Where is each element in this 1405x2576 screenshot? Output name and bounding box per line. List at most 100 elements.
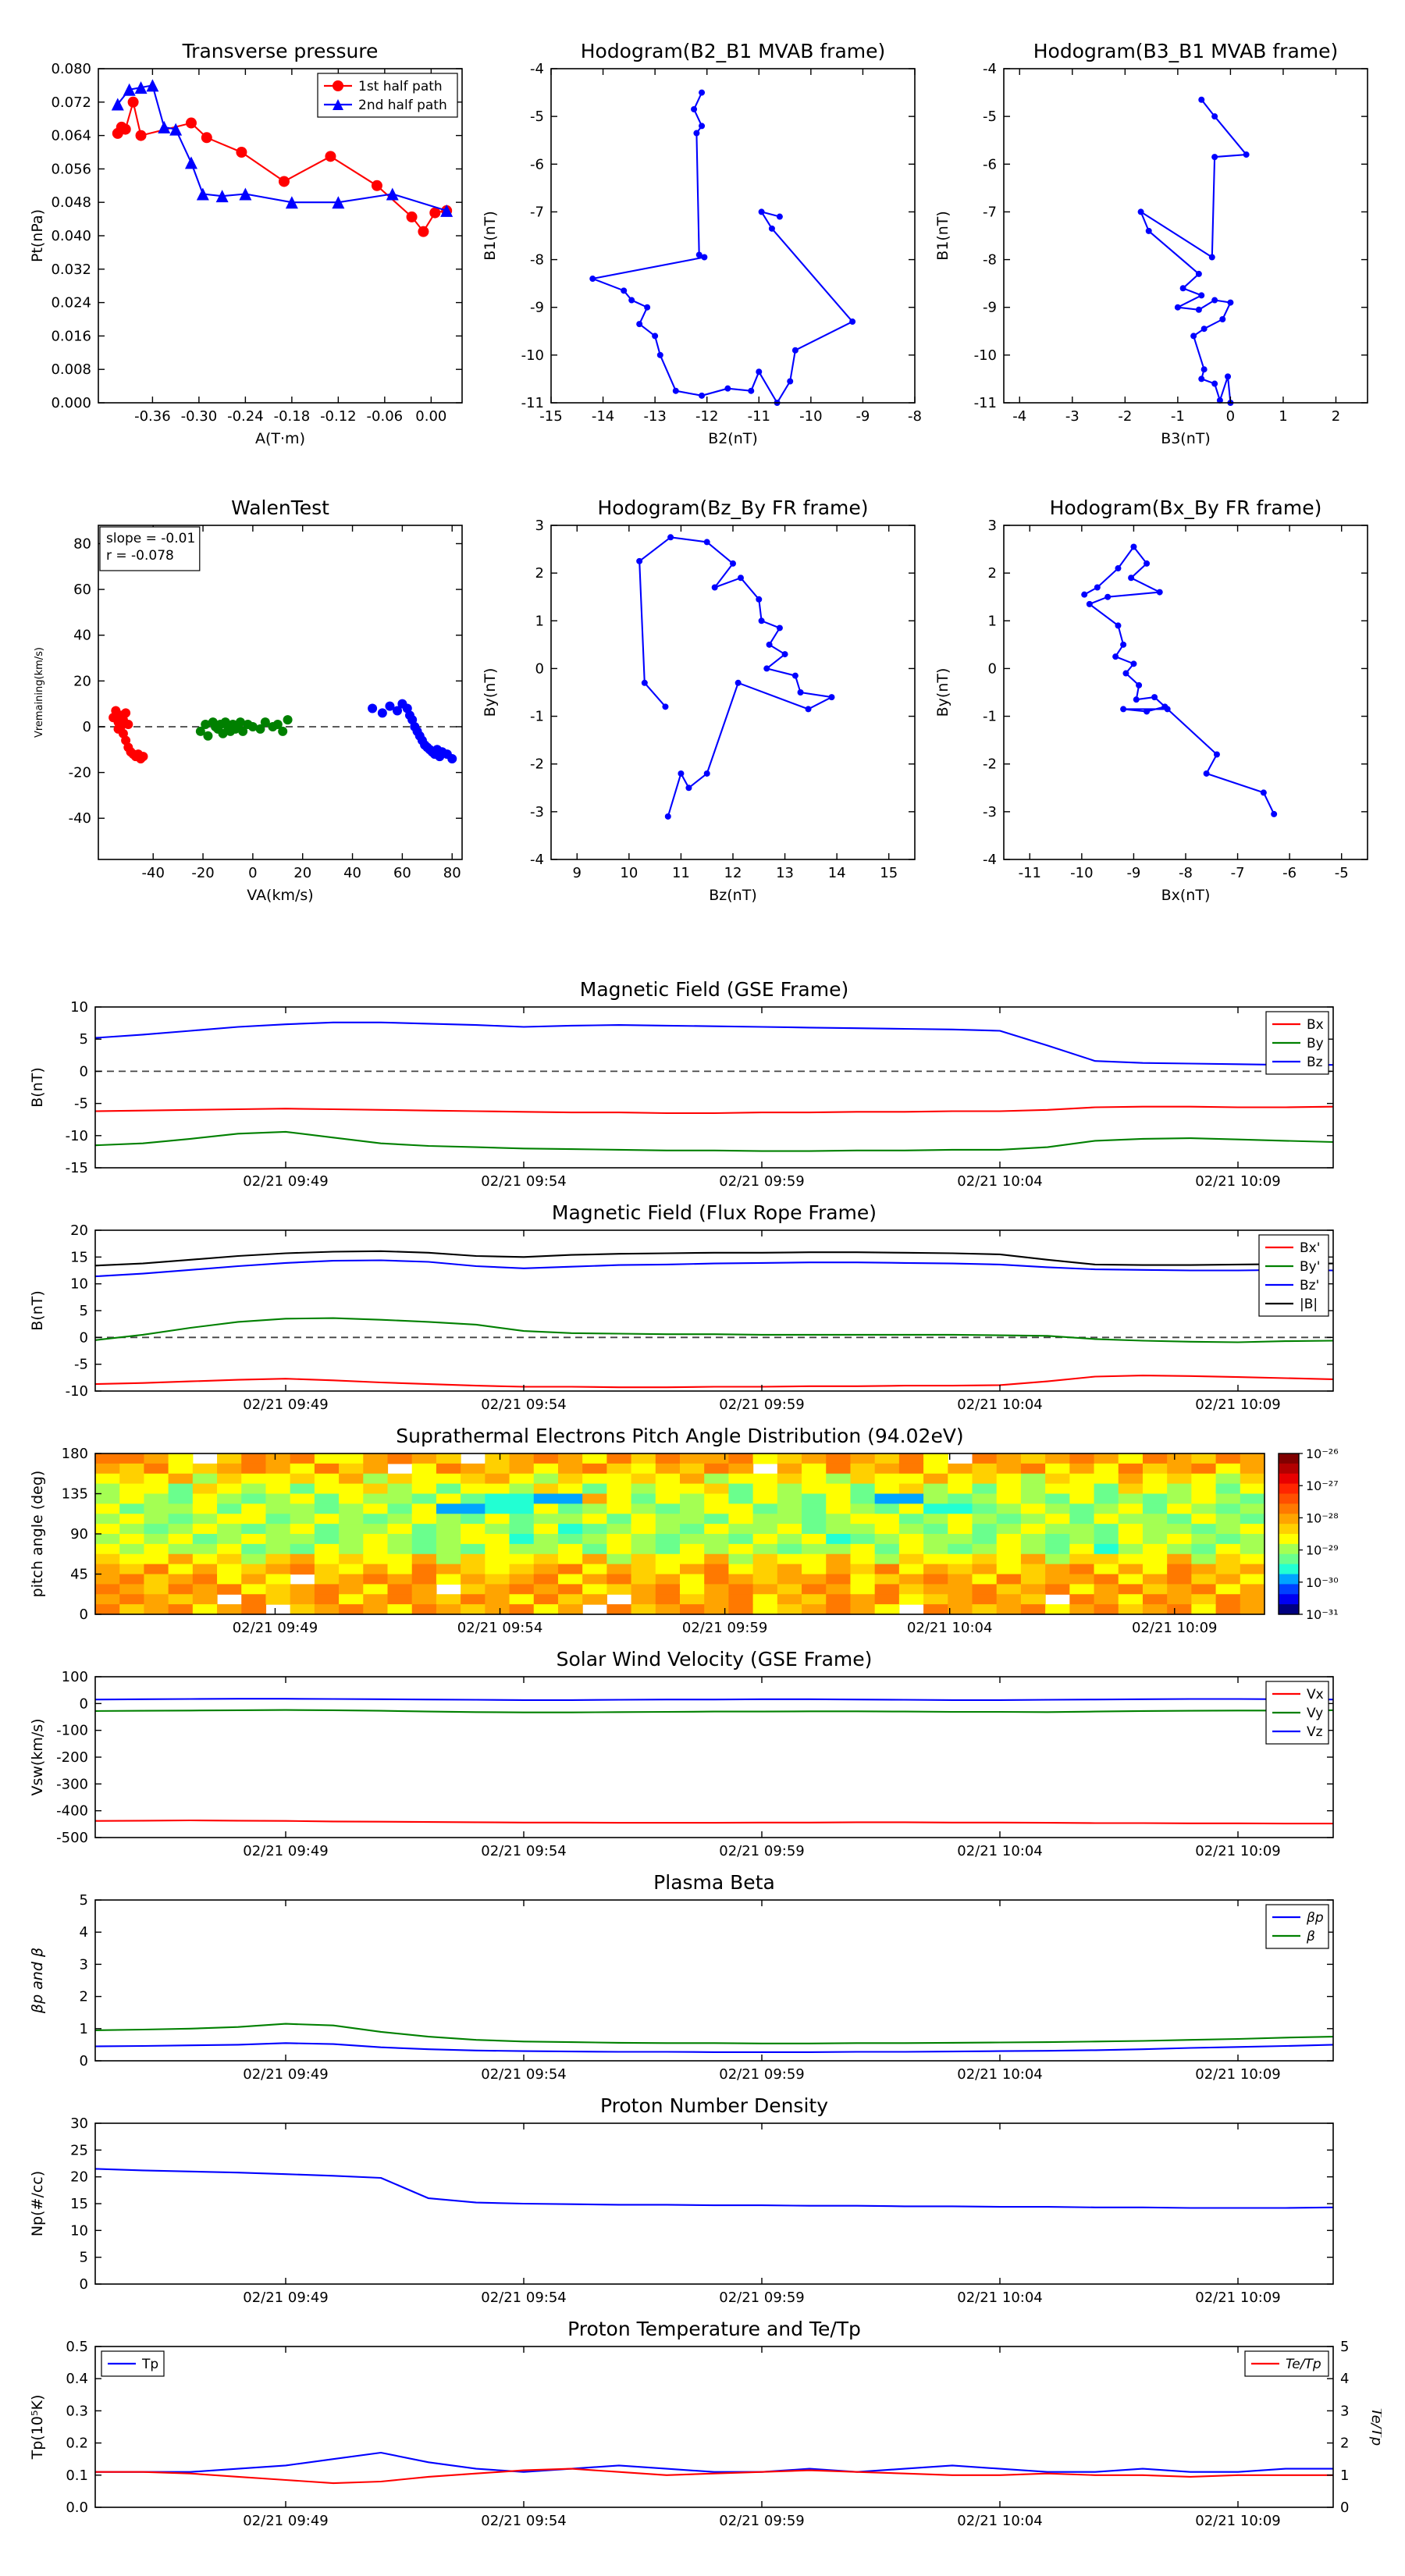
svg-text:0.024: 0.024 [51, 295, 91, 311]
svg-text:02/21 10:09: 02/21 10:09 [1132, 1620, 1217, 1636]
svg-text:-0.24: -0.24 [227, 408, 264, 425]
svg-text:02/21 10:09: 02/21 10:09 [1195, 1843, 1280, 1859]
svg-text:15: 15 [70, 1249, 88, 1265]
svg-text:Hodogram(B2_B1 MVAB frame): Hodogram(B2_B1 MVAB frame) [581, 40, 886, 62]
svg-text:Pt(nPa): Pt(nPa) [29, 209, 46, 262]
svg-text:-5: -5 [983, 109, 997, 125]
svg-text:-9: -9 [1126, 865, 1140, 881]
svg-text:-5: -5 [530, 109, 544, 125]
svg-text:Bz(nT): Bz(nT) [709, 887, 756, 904]
svg-text:12: 12 [724, 865, 742, 881]
svg-text:0.056: 0.056 [51, 161, 91, 177]
svg-text:-9: -9 [530, 300, 544, 316]
svg-text:-1: -1 [1171, 408, 1185, 425]
svg-text:-10: -10 [1070, 865, 1093, 881]
svg-text:0.00: 0.00 [415, 408, 446, 425]
svg-text:02/21 09:49: 02/21 09:49 [243, 1843, 328, 1859]
svg-text:9: 9 [573, 865, 582, 881]
svg-text:-7: -7 [1231, 865, 1245, 881]
svg-text:90: 90 [70, 1526, 88, 1542]
svg-text:-20: -20 [191, 865, 214, 881]
svg-text:20: 20 [73, 673, 91, 689]
svg-text:30: 30 [70, 2115, 88, 2132]
svg-text:-0.30: -0.30 [181, 408, 218, 425]
svg-text:B1(nT): B1(nT) [482, 211, 499, 261]
svg-text:02/21 09:49: 02/21 09:49 [233, 1620, 318, 1636]
svg-text:02/21 10:09: 02/21 10:09 [1195, 1173, 1280, 1190]
svg-text:02/21 10:04: 02/21 10:04 [957, 1843, 1042, 1859]
svg-text:02/21 10:09: 02/21 10:09 [1195, 1397, 1280, 1413]
svg-text:1: 1 [1279, 408, 1287, 425]
svg-text:5: 5 [80, 1031, 88, 1048]
svg-text:Bx(nT): Bx(nT) [1161, 887, 1211, 904]
svg-text:10⁻²⁸: 10⁻²⁸ [1306, 1510, 1339, 1525]
svg-text:0: 0 [1226, 408, 1235, 425]
svg-text:0: 0 [80, 1695, 88, 1712]
svg-text:1: 1 [1340, 2467, 1349, 2484]
svg-text:Hodogram(B3_B1 MVAB frame): Hodogram(B3_B1 MVAB frame) [1033, 40, 1339, 62]
svg-text:-11: -11 [1019, 865, 1041, 881]
svg-text:02/21 09:54: 02/21 09:54 [481, 2066, 566, 2083]
chart-solar-wind-velocity: 02/21 09:49 02/21 09:54 02/21 09:59 02/21 1… [29, 1648, 1334, 1859]
svg-text:pitch angle (deg): pitch angle (deg) [29, 1471, 46, 1598]
svg-text:80: 80 [443, 865, 461, 881]
svg-text:5: 5 [80, 1892, 88, 1909]
svg-text:02/21 10:04: 02/21 10:04 [957, 2066, 1042, 2083]
chart-plasma-beta: 02/21 09:49 02/21 09:54 02/21 09:59 02/21 1… [29, 1871, 1334, 2083]
svg-text:02/21 09:59: 02/21 09:59 [682, 1620, 767, 1636]
svg-text:10⁻²⁹: 10⁻²⁹ [1306, 1543, 1339, 1558]
svg-text:02/21 10:04: 02/21 10:04 [957, 1397, 1042, 1413]
svg-text:-11: -11 [748, 408, 770, 425]
svg-text:-15: -15 [66, 1160, 88, 1176]
svg-text:3: 3 [988, 518, 997, 534]
svg-text:02/21 09:54: 02/21 09:54 [481, 2290, 566, 2306]
svg-text:-0.36: -0.36 [134, 408, 171, 425]
svg-text:-1: -1 [983, 709, 997, 725]
svg-text:10⁻²⁶: 10⁻²⁶ [1306, 1446, 1339, 1461]
svg-text:02/21 09:49: 02/21 09:49 [243, 1173, 328, 1190]
svg-text:Hodogram(Bx_By FR frame): Hodogram(Bx_By FR frame) [1050, 496, 1322, 519]
svg-text:1: 1 [80, 2021, 88, 2037]
svg-text:14: 14 [828, 865, 846, 881]
svg-text:02/21 10:04: 02/21 10:04 [957, 2513, 1042, 2529]
svg-text:-1: -1 [530, 709, 544, 725]
svg-text:02/21 09:49: 02/21 09:49 [243, 2290, 328, 2306]
svg-text:0: 0 [83, 719, 91, 735]
svg-text:5: 5 [80, 1303, 88, 1319]
svg-text:-2: -2 [530, 756, 544, 773]
svg-text:0.080: 0.080 [51, 61, 91, 77]
svg-text:02/21 09:54: 02/21 09:54 [481, 1843, 566, 1859]
svg-text:Vy: Vy [1307, 1706, 1323, 1721]
chart-proton-temperature: 02/21 09:49 02/21 09:54 02/21 09:59 02/21 1… [29, 2318, 1382, 2529]
svg-text:Vremaining(km/s): Vremaining(km/s) [34, 647, 45, 738]
svg-text:-3: -3 [983, 804, 997, 820]
svg-text:0: 0 [988, 660, 997, 677]
svg-text:20: 20 [70, 1222, 88, 1239]
svg-text:10⁻³¹: 10⁻³¹ [1306, 1607, 1339, 1622]
svg-text:B3(nT): B3(nT) [1161, 430, 1211, 447]
svg-text:0.016: 0.016 [51, 328, 91, 344]
svg-text:0.072: 0.072 [51, 94, 91, 111]
svg-text:-6: -6 [530, 156, 544, 173]
svg-text:0: 0 [80, 2276, 88, 2293]
svg-text:Suprathermal Electrons Pitch A: Suprathermal Electrons Pitch Angle Distr… [396, 1425, 963, 1447]
svg-text:βp: βp [1306, 1910, 1324, 1926]
svg-text:10: 10 [70, 1276, 88, 1293]
svg-text:2: 2 [1340, 2435, 1349, 2452]
svg-text:3: 3 [80, 1956, 88, 1973]
svg-text:-0.06: -0.06 [367, 408, 404, 425]
svg-text:02/21 10:09: 02/21 10:09 [1195, 2066, 1280, 2083]
svg-text:02/21 09:49: 02/21 09:49 [243, 2066, 328, 2083]
svg-text:15: 15 [880, 865, 898, 881]
chart-hodogram-bz-by: 9 10 11 12 13 14 15-4-3-2-10123Hodogram(Bz_By … [482, 496, 916, 904]
svg-text:40: 40 [343, 865, 361, 881]
svg-text:13: 13 [776, 865, 794, 881]
svg-text:Solar Wind Velocity (GSE Frame: Solar Wind Velocity (GSE Frame) [557, 1648, 873, 1670]
svg-text:-2: -2 [1118, 408, 1132, 425]
svg-text:By(nT): By(nT) [934, 668, 951, 717]
svg-text:VA(km/s): VA(km/s) [247, 887, 313, 904]
svg-text:-5: -5 [1335, 865, 1349, 881]
svg-text:Te/Tp: Te/Tp [1368, 2408, 1382, 2446]
svg-text:-10: -10 [66, 1128, 88, 1144]
svg-text:20: 20 [293, 865, 311, 881]
